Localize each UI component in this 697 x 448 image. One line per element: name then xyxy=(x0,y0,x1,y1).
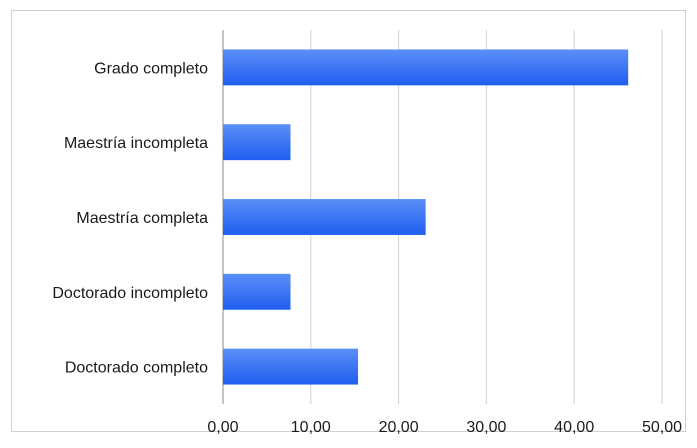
grid-layer xyxy=(222,30,663,404)
category-label: Maestría completa xyxy=(76,210,208,227)
x-tick-label: 10,00 xyxy=(291,419,331,436)
bar xyxy=(223,273,291,310)
ticks-layer: 0,00 10,00 20,00 30,00 40,00 50,00 xyxy=(207,419,682,436)
x-tick-label: 40,00 xyxy=(554,419,594,436)
labels-layer: Grado completo Maestría incompleta Maestrí… xyxy=(52,60,208,376)
x-tick-label: 20,00 xyxy=(379,419,419,436)
category-label: Doctorado incompleto xyxy=(52,285,208,302)
bar xyxy=(223,124,291,161)
bar xyxy=(223,49,629,86)
category-label: Doctorado completo xyxy=(65,360,208,377)
x-tick-label: 0,00 xyxy=(207,419,238,436)
bar xyxy=(223,199,426,235)
bars-layer xyxy=(223,49,629,385)
category-label: Grado completo xyxy=(94,60,208,77)
x-tick-label: 30,00 xyxy=(466,419,506,436)
category-label: Maestría incompleta xyxy=(64,135,208,152)
x-tick-label: 50,00 xyxy=(642,419,682,436)
bar xyxy=(223,348,359,385)
chart-border xyxy=(11,10,686,432)
